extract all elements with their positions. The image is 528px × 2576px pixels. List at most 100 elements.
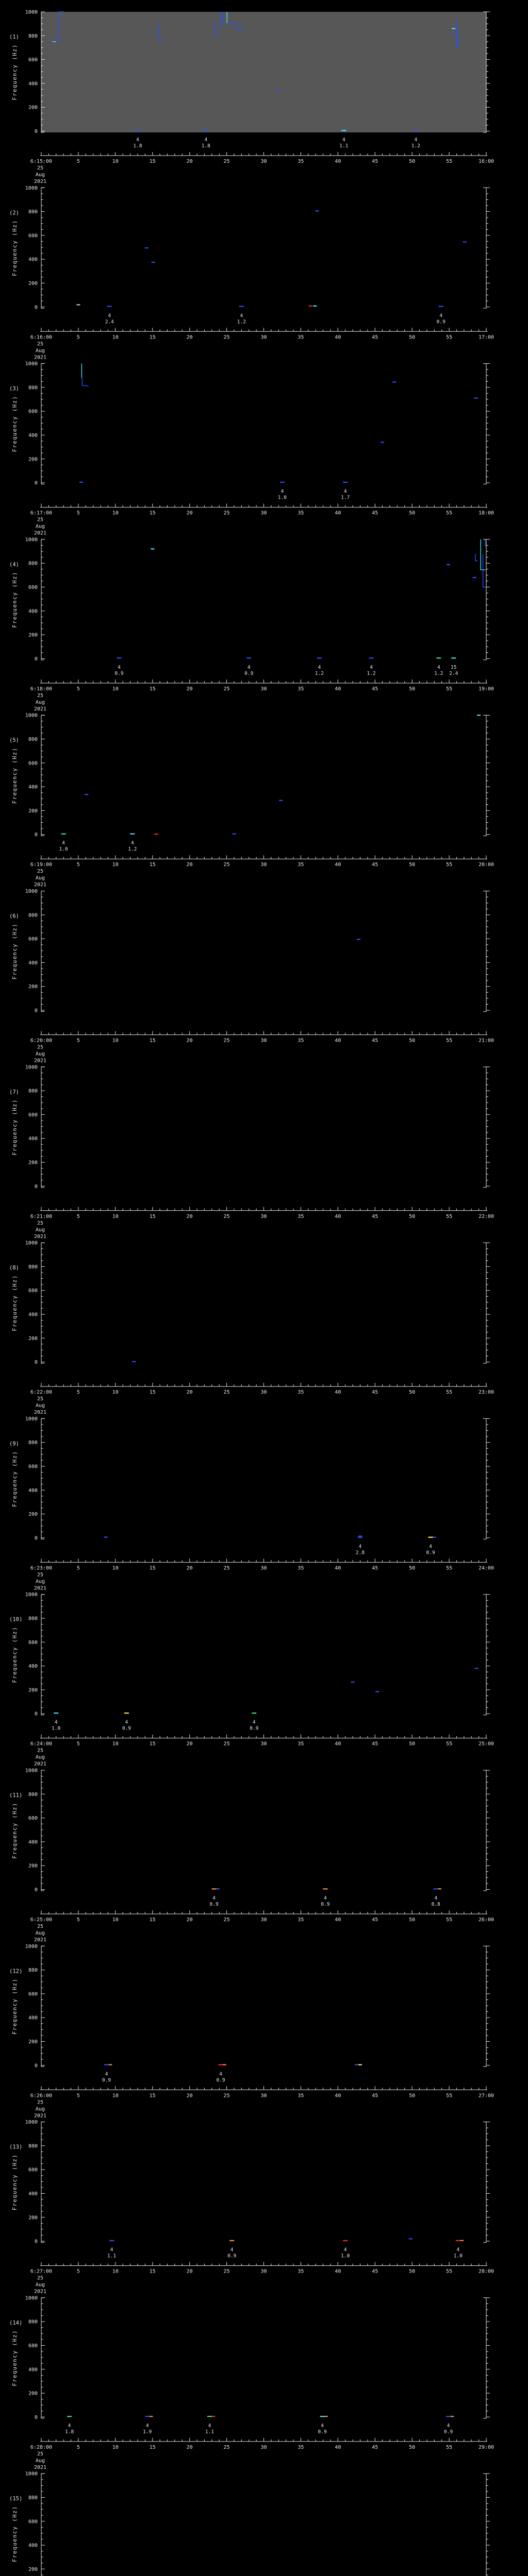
y-axis-minor-ticks — [41, 369, 43, 477]
x-axis-date-line: Aug — [36, 172, 45, 178]
spectrogram-mark — [381, 442, 385, 443]
x-axis-minor-ticks — [48, 1560, 480, 1563]
x-axis-date-line: Aug — [36, 524, 45, 530]
detection-mark — [61, 833, 66, 835]
x-tick-label: 15 — [150, 1214, 156, 1219]
detection-class-label: 15 — [451, 665, 456, 670]
x-tick-label: 35 — [298, 334, 304, 340]
y-axis-minor-ticks — [41, 1248, 43, 1357]
spectrogram-mark — [324, 2416, 328, 2417]
x-tick-label: 20 — [187, 334, 193, 340]
x-end-time-label: 16:00 — [478, 159, 494, 164]
x-axis-major-ticks — [41, 1207, 487, 1211]
x-axis-date-line: 2021 — [34, 531, 46, 536]
x-tick-label: 15 — [150, 1741, 156, 1747]
x-start-time-label: 6:27:00 — [30, 2269, 52, 2275]
x-start-time-label: 6:23:00 — [30, 1565, 52, 1571]
detection-mark — [428, 1536, 433, 1538]
y-tick-label: 600 — [28, 2519, 38, 2524]
whistle-trace — [227, 23, 244, 30]
y-axis-major-ticks — [41, 891, 45, 1011]
x-tick-label: 25 — [224, 1214, 230, 1219]
x-tick-label: 45 — [372, 862, 378, 868]
detection-mark — [343, 481, 348, 483]
y-tick-label: 400 — [28, 1488, 38, 1494]
x-axis-date-line: 25 — [37, 1045, 43, 1050]
x-tick-label: 35 — [298, 2445, 304, 2450]
spectrogram-mark — [144, 247, 148, 249]
x-tick-label: 45 — [372, 2269, 378, 2275]
whistle-trace — [482, 554, 486, 588]
y-axis-right-major-ticks — [486, 1594, 490, 1714]
detection-class-label: 4 — [219, 2071, 222, 2077]
y-tick-label: 1000 — [25, 10, 38, 15]
detection-class-label: 4 — [359, 1544, 362, 1549]
y-tick-label: 600 — [28, 1464, 38, 1470]
detection-mark — [107, 306, 112, 307]
x-tick-label: 35 — [298, 686, 304, 692]
y-axis-right — [483, 187, 487, 309]
y-axis-right — [483, 11, 487, 133]
x-end-time-label: 29:00 — [478, 2445, 494, 2450]
y-tick-label: 200 — [28, 105, 38, 111]
spectrogram-panel: 0 200 400 600 800 1000 6:18:00 5 10 15 20 25 30 35 40 4… — [9, 537, 494, 712]
x-tick-label: 5 — [77, 1214, 80, 1219]
spectrogram-mark — [308, 305, 312, 307]
x-axis-major-ticks — [41, 2437, 487, 2442]
y-tick-label: 800 — [28, 33, 38, 39]
detection-mark — [207, 2416, 212, 2417]
y-tick-label: 800 — [28, 209, 38, 215]
x-tick-label: 35 — [298, 1741, 304, 1747]
x-tick-label: 25 — [224, 2445, 230, 2450]
detection-mark — [130, 833, 135, 835]
x-axis-date-line: 25 — [37, 1396, 43, 1402]
x-tick-label: 40 — [335, 511, 341, 516]
x-start-time-label: 6:18:00 — [30, 686, 52, 692]
x-tick-label: 5 — [77, 1389, 80, 1395]
y-axis-right-major-ticks — [486, 11, 490, 131]
y-tick-label: 800 — [28, 737, 38, 742]
panel-active-background — [41, 12, 486, 132]
y-axis-major-ticks — [41, 2473, 45, 2569]
spectrogram-mark — [375, 1691, 380, 1692]
x-tick-label: 30 — [260, 2445, 267, 2450]
detection-score-label: 1.9 — [143, 2429, 152, 2435]
panel-number-label: (1) — [9, 34, 19, 40]
y-axis-minor-ticks — [41, 1600, 43, 1708]
spectrogram-mark — [351, 1681, 355, 1683]
x-tick-label: 30 — [260, 1389, 267, 1395]
x-tick-label: 10 — [112, 159, 119, 164]
detection-score-label: 0.9 — [244, 671, 253, 676]
y-axis-title: Frequency (Hz) — [12, 571, 18, 628]
x-axis-date-line: Aug — [36, 1227, 45, 1233]
x-tick-label: 45 — [372, 1565, 378, 1571]
x-tick-label: 30 — [260, 511, 267, 516]
detection-mark — [369, 657, 374, 659]
y-tick-label: 0 — [35, 1887, 38, 1893]
detection-mark — [218, 2064, 223, 2065]
spectrogram-mark — [315, 210, 319, 212]
y-tick-label: 400 — [28, 1839, 38, 1845]
spectrogram-mark — [216, 1888, 220, 1890]
x-tick-label: 50 — [409, 686, 415, 692]
x-tick-label: 55 — [446, 1565, 452, 1571]
y-tick-label: 400 — [28, 1664, 38, 1669]
x-tick-label: 55 — [446, 2269, 452, 2275]
x-tick-label: 5 — [77, 334, 80, 340]
x-tick-label: 15 — [150, 1038, 156, 1044]
x-tick-label: 45 — [372, 511, 378, 516]
y-axis-title: Frequency (Hz) — [12, 220, 18, 277]
x-tick-label: 45 — [372, 159, 378, 164]
detection-class-label: 4 — [208, 2423, 211, 2429]
y-axis-title: Frequency (Hz) — [12, 1451, 18, 1507]
y-tick-label: 1000 — [25, 2120, 38, 2125]
y-tick-label: 1000 — [25, 1064, 38, 1070]
x-tick-label: 5 — [77, 1565, 80, 1571]
x-tick-label: 35 — [298, 1917, 304, 1923]
x-tick-label: 45 — [372, 1038, 378, 1044]
detection-mark — [145, 2416, 150, 2417]
x-tick-label: 30 — [260, 159, 267, 164]
detection-score-label: 1.2 — [367, 671, 375, 676]
whistle-trace — [159, 24, 164, 42]
y-tick-label: 400 — [28, 2543, 38, 2549]
